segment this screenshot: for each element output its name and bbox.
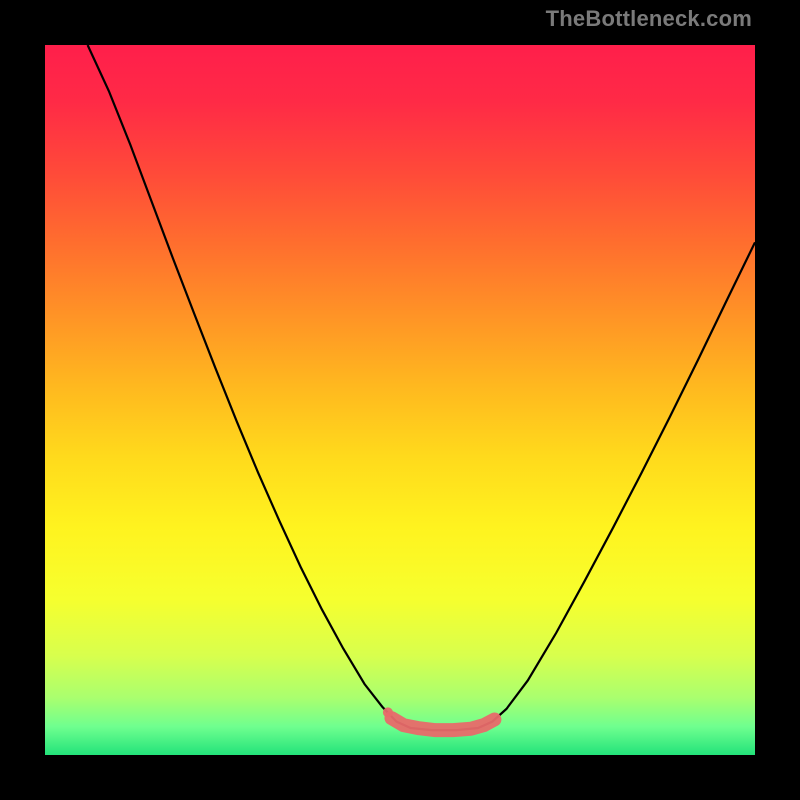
plot-area xyxy=(45,45,755,755)
curve-layer xyxy=(45,45,755,755)
optimal-range-end-dot xyxy=(383,707,393,717)
chart-frame: TheBottleneck.com xyxy=(0,0,800,800)
bottleneck-curve xyxy=(88,45,755,730)
optimal-range-marker xyxy=(391,718,494,730)
watermark-text: TheBottleneck.com xyxy=(546,6,752,32)
